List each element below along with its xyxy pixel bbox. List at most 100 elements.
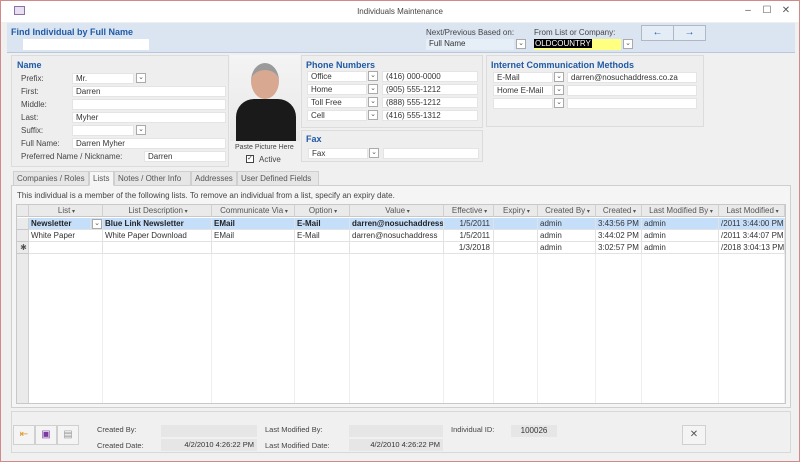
fax-number-field[interactable] [383,148,479,159]
sort-arrow-icon[interactable]: ▾ [585,209,590,215]
grid-cell[interactable]: White Paper [29,230,103,242]
middle-name-field[interactable] [72,99,226,110]
minimize-button[interactable]: – [745,5,751,16]
column-header[interactable]: List ▾ [29,205,103,217]
grid-cell[interactable]: /2011 3:44:00 PM [719,218,785,230]
internet-value-field[interactable] [567,98,697,109]
close-button[interactable]: ✕ [781,5,791,16]
chevron-down-icon[interactable]: ⌄ [368,71,378,81]
sort-arrow-icon[interactable]: ▾ [405,209,410,215]
grid-cell[interactable]: admin [538,230,596,242]
grid-cell[interactable] [295,242,350,254]
column-header[interactable]: Last Modified By ▾ [642,205,719,217]
full-name-field[interactable]: Darren Myher [72,138,226,149]
phone-type-select[interactable]: Office [307,71,367,82]
grid-cell[interactable] [212,242,295,254]
chevron-down-icon[interactable]: ⌄ [554,85,564,95]
grid-cell[interactable] [103,242,212,254]
chevron-down-icon[interactable]: ⌄ [92,219,102,229]
sort-arrow-icon[interactable]: ▾ [283,209,288,215]
nickname-field[interactable]: Darren [144,151,226,162]
grid-cell[interactable]: EMail [212,218,295,230]
from-list-select[interactable]: OLDCOUNTRY [534,39,621,50]
grid-cell[interactable]: admin [538,242,596,254]
chevron-down-icon[interactable]: ⌄ [623,39,633,49]
phone-number-field[interactable]: (416) 555-1312 [382,110,478,121]
tab-notes-other-info[interactable]: Notes / Other Info [114,171,191,186]
column-header[interactable]: List Description ▾ [103,205,212,217]
column-header[interactable]: Created ▾ [596,205,642,217]
grid-cell[interactable]: admin [642,230,719,242]
chevron-down-icon[interactable]: ⌄ [554,72,564,82]
find-input[interactable] [23,39,149,50]
sort-arrow-icon[interactable]: ▾ [332,209,338,215]
grid-cell[interactable]: 3:02:57 PM [596,242,642,254]
grid-cell[interactable]: E-Mail [295,230,350,242]
grid-cell[interactable]: 3:44:02 PM [596,230,642,242]
internet-type-select[interactable]: E-Mail [493,72,553,83]
column-header[interactable]: Value ▾ [350,205,444,217]
sort-arrow-icon[interactable]: ▾ [525,209,530,215]
grid-cell[interactable]: Newsletter [29,218,91,230]
grid-cell[interactable] [494,242,538,254]
chevron-down-icon[interactable]: ⌄ [368,110,378,120]
save-button[interactable]: ▣ [35,425,57,445]
phone-number-field[interactable]: (888) 555-1212 [382,97,478,108]
grid-cell[interactable]: 1/5/2011 [444,218,494,230]
sort-arrow-icon[interactable]: ▾ [482,209,488,215]
sort-arrow-icon[interactable]: ▾ [183,209,188,215]
column-header[interactable]: Last Modified ▾ [719,205,785,217]
internet-value-field[interactable]: darren@nosuchaddress.co.za [567,72,697,83]
phone-type-select[interactable]: Toll Free [307,97,367,108]
grid-cell[interactable] [29,242,103,254]
grid-cell[interactable]: EMail [212,230,295,242]
grid-cell[interactable]: /2018 3:04:13 PM [719,242,785,254]
tab-addresses[interactable]: Addresses [191,171,237,186]
grid-cell[interactable]: admin [642,218,719,230]
phone-type-select[interactable]: Cell [307,110,367,121]
sort-arrow-icon[interactable]: ▾ [70,209,76,215]
chevron-down-icon[interactable]: ⌄ [368,97,378,107]
column-header[interactable]: Created By ▾ [538,205,596,217]
row-selector[interactable]: ✱ [17,242,29,254]
grid-cell[interactable]: 1/3/2018 [444,242,494,254]
photo[interactable] [230,55,300,141]
internet-type-select[interactable] [493,98,553,109]
first-name-field[interactable]: Darren [72,86,226,97]
grid-cell[interactable] [494,218,538,230]
sort-arrow-icon[interactable]: ▾ [631,209,637,215]
grid-cell[interactable]: E-Mail [295,218,350,230]
column-header[interactable]: Effective ▾ [444,205,494,217]
select-all-cell[interactable] [17,205,29,217]
row-selector[interactable] [17,218,29,230]
phone-number-field[interactable]: (416) 000-0000 [382,71,478,82]
column-header[interactable]: Communicate Via ▾ [212,205,295,217]
internet-type-select[interactable]: Home E-Mail [493,85,553,96]
prefix-select[interactable]: Mr. [72,73,134,84]
sort-arrow-icon[interactable]: ▾ [773,209,779,215]
tab-lists[interactable]: Lists [89,171,114,186]
grid-cell[interactable]: 1/5/2011 [444,230,494,242]
chevron-down-icon[interactable]: ⌄ [554,98,564,108]
column-header[interactable]: Option ▾ [295,205,350,217]
grid-cell[interactable]: White Paper Download [103,230,212,242]
previous-button[interactable]: ← [641,25,674,41]
internet-value-field[interactable] [567,85,697,96]
sort-arrow-icon[interactable]: ▾ [708,209,713,215]
last-name-field[interactable]: Myher [72,112,226,123]
grid-cell[interactable]: Blue Link Newsletter [103,218,212,230]
form-view-button[interactable]: ▤ [57,425,79,445]
tab-user-defined-fields[interactable]: User Defined Fields [237,171,319,186]
grid-cell[interactable]: /2011 3:44:07 PM [719,230,785,242]
active-checkbox[interactable]: ✓ [246,155,254,163]
fax-type-select[interactable]: Fax [308,148,368,159]
grid-cell[interactable]: admin [538,218,596,230]
suffix-select[interactable] [72,125,134,136]
grid-cell[interactable] [494,230,538,242]
next-button[interactable]: → [673,25,706,41]
grid-cell[interactable]: admin [642,242,719,254]
column-header[interactable]: Expiry ▾ [494,205,538,217]
phone-type-select[interactable]: Home [307,84,367,95]
chevron-down-icon[interactable]: ⌄ [368,84,378,94]
row-selector[interactable] [17,230,29,242]
